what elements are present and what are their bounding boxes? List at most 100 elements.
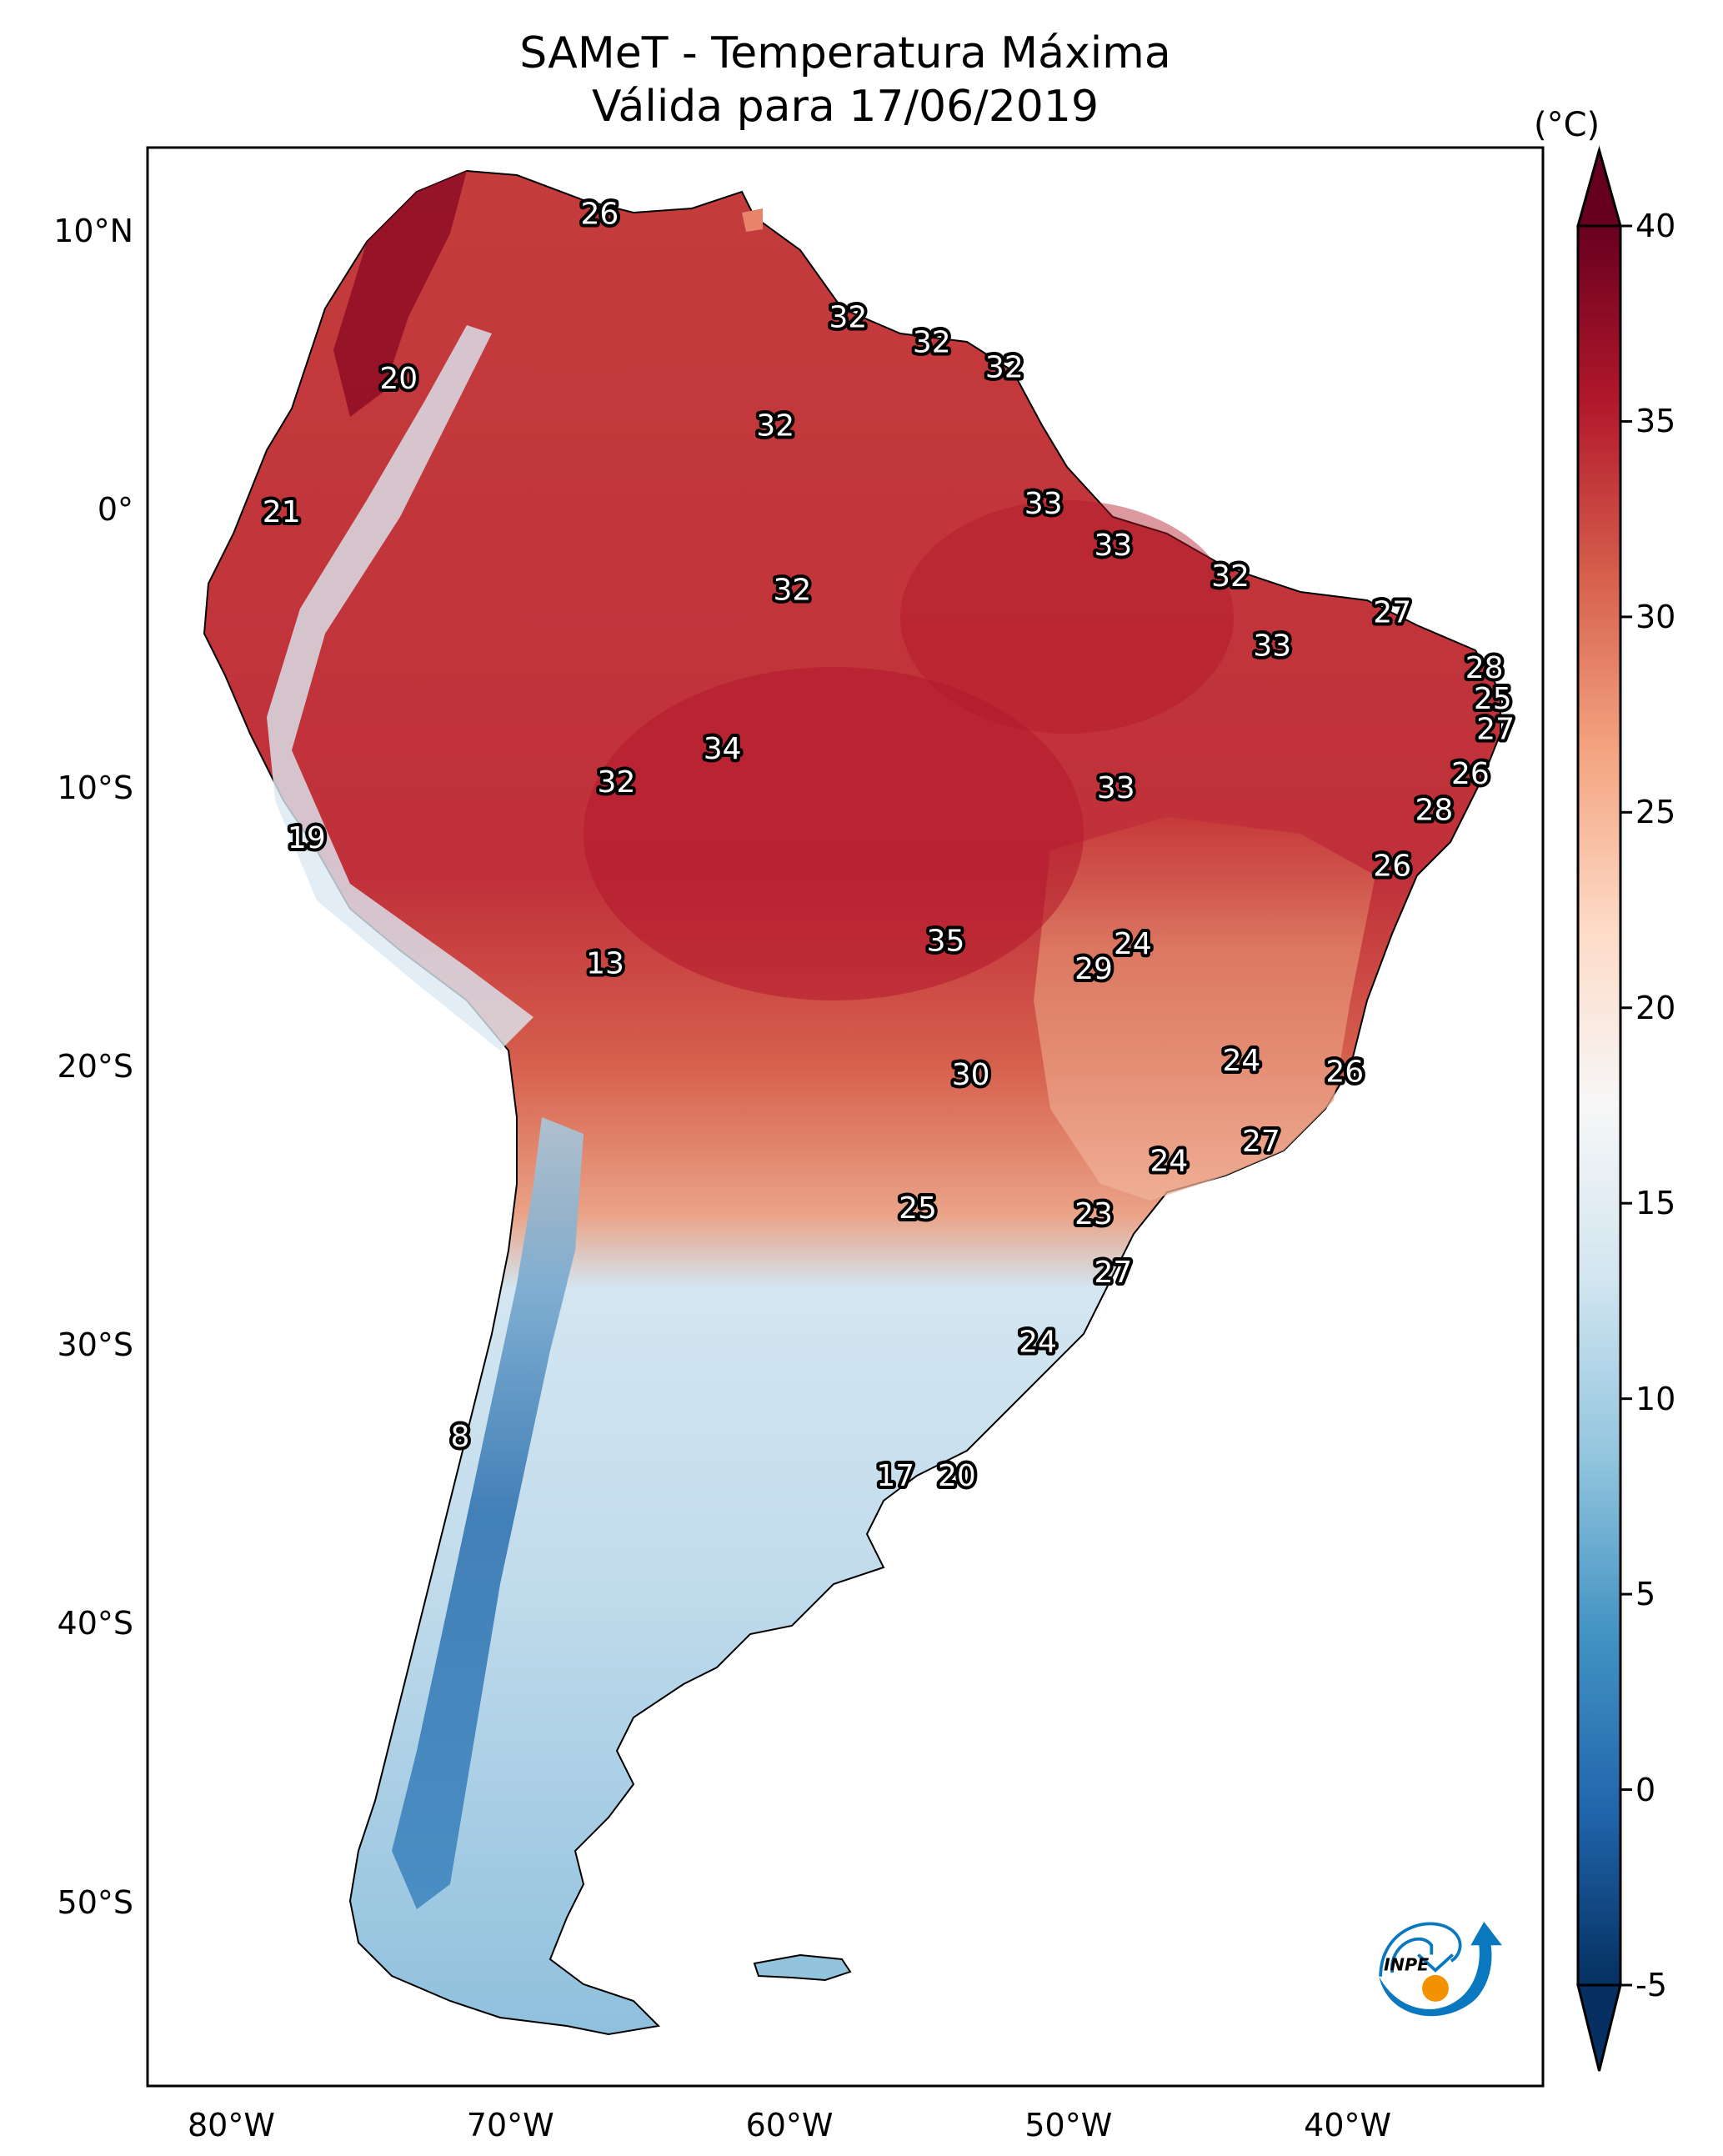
colorbar-tick-label: 15 xyxy=(1635,1185,1676,1222)
station-value-label: 8 xyxy=(451,1420,470,1454)
station-value-label: 21 xyxy=(263,495,301,529)
station-value-outline: 23 xyxy=(1074,1197,1113,1231)
station-value-label: 26 xyxy=(1373,849,1411,883)
station-value-label: 33 xyxy=(1253,629,1291,663)
lon-tick-label: 80°W xyxy=(187,2107,275,2143)
station-value-outline: 26 xyxy=(1325,1055,1364,1090)
station-value-label: 32 xyxy=(985,350,1024,384)
station-value-label: 26 xyxy=(580,198,619,232)
station-value-outline: 32 xyxy=(773,574,811,608)
station-value-outline: 24 xyxy=(1019,1326,1057,1360)
colorbar-tick-label: 20 xyxy=(1635,989,1676,1026)
lat-tick-label: 50°S xyxy=(57,1883,133,1921)
station-value-outline: 8 xyxy=(451,1420,470,1454)
temperature-field xyxy=(203,169,1501,2036)
station-value-outline: 26 xyxy=(1373,849,1411,883)
continent-landmass xyxy=(203,169,1501,2036)
colorbar-body xyxy=(1576,224,1622,1987)
station-value-label: 24 xyxy=(1223,1044,1261,1078)
station-value-outline: 17 xyxy=(876,1459,914,1493)
colorbar-tick-label: 35 xyxy=(1635,403,1676,440)
station-value-label: 13 xyxy=(586,946,624,980)
central-hot-core xyxy=(584,667,1084,1000)
station-value-label: 27 xyxy=(1242,1125,1280,1159)
station-value-label: 23 xyxy=(1074,1197,1113,1231)
station-value-label: 32 xyxy=(773,574,811,608)
colorbar-tick-label: 25 xyxy=(1635,794,1676,831)
station-value-label: 33 xyxy=(1024,487,1063,521)
station-value-outline: 26 xyxy=(1451,757,1490,791)
station-value-label: 28 xyxy=(1465,651,1504,685)
station-value-label: 32 xyxy=(913,325,951,359)
inpe-logo-text: INPE xyxy=(1384,1954,1429,1974)
station-value-outline: 20 xyxy=(379,362,418,396)
lat-tick-label: 10°N xyxy=(53,213,133,250)
station-value-label: 32 xyxy=(1211,559,1250,594)
station-value-label: 17 xyxy=(876,1459,914,1493)
station-value-outline: 26 xyxy=(580,198,619,232)
station-value-label: 32 xyxy=(598,765,636,800)
station-value-outline: 32 xyxy=(913,325,951,359)
station-value-outline: 34 xyxy=(704,732,742,766)
lat-tick-label: 40°S xyxy=(57,1605,133,1642)
station-value-outline: 20 xyxy=(938,1459,976,1493)
station-value-label: 29 xyxy=(1074,952,1113,986)
colorbar xyxy=(1576,145,1632,2072)
station-value-label: 27 xyxy=(1476,713,1515,747)
station-value-outline: 24 xyxy=(1150,1144,1188,1178)
station-value-outline: 32 xyxy=(829,300,867,334)
lat-tick-label: 30°S xyxy=(57,1326,133,1364)
trinidad-island xyxy=(742,208,763,232)
station-value-outline: 33 xyxy=(1253,629,1291,663)
station-value-label: 28 xyxy=(1415,794,1454,828)
station-value-label: 32 xyxy=(829,300,867,334)
colorbar-tick-label: 30 xyxy=(1635,598,1676,635)
station-value-label: 32 xyxy=(756,409,794,444)
station-value-outline: 33 xyxy=(1097,771,1135,805)
station-value-outline: 32 xyxy=(1211,559,1250,594)
lon-tick-label: 50°W xyxy=(1024,2107,1113,2143)
colorbar-tick-label: 10 xyxy=(1635,1380,1676,1417)
station-value-outline: 25 xyxy=(899,1191,937,1226)
station-value-label: 20 xyxy=(938,1459,976,1493)
colorbar-extend-max xyxy=(1576,145,1622,228)
station-value-label: 27 xyxy=(1094,1256,1133,1290)
station-value-outline: 13 xyxy=(586,946,624,980)
station-value-label: 35 xyxy=(927,925,965,959)
station-value-outline: 28 xyxy=(1415,794,1454,828)
colorbar-tick-label: -5 xyxy=(1635,1967,1667,2003)
map-border xyxy=(146,146,1545,2088)
station-value-label: 24 xyxy=(1019,1326,1057,1360)
station-value-outline: 27 xyxy=(1242,1125,1280,1159)
station-value-label: 19 xyxy=(288,821,326,855)
andes-cold-band xyxy=(392,1117,584,1909)
station-value-outline: 24 xyxy=(1114,927,1152,961)
amazon-hot-core xyxy=(900,500,1234,734)
station-value-label: 33 xyxy=(1094,529,1133,563)
station-value-outline: 27 xyxy=(1094,1256,1133,1290)
station-value-label: 34 xyxy=(704,732,742,766)
lon-tick-label: 60°W xyxy=(745,2107,834,2143)
andes-north-band xyxy=(267,325,533,1050)
station-value-outline: 21 xyxy=(263,495,301,529)
station-value-label: 25 xyxy=(1474,682,1512,716)
lon-tick-label: 40°W xyxy=(1304,2107,1392,2143)
station-value-outline: 29 xyxy=(1074,952,1113,986)
station-value-outline: 24 xyxy=(1223,1044,1261,1078)
station-value-label: 24 xyxy=(1150,1144,1188,1178)
colorbar-tick-label: 0 xyxy=(1635,1771,1656,1808)
station-value-label: 26 xyxy=(1325,1055,1364,1090)
falkland-islands xyxy=(753,1953,852,1982)
chart-title: SAMeT - Temperatura Máxima xyxy=(519,28,1171,78)
caribbean-hot-region xyxy=(333,171,467,417)
station-value-label: 30 xyxy=(952,1058,990,1092)
station-value-outline: 33 xyxy=(1024,487,1063,521)
lon-tick-label: 70°W xyxy=(466,2107,554,2143)
station-value-label: 27 xyxy=(1373,595,1411,629)
station-value-label: 20 xyxy=(379,362,418,396)
station-value-outline: 25 xyxy=(1474,682,1512,716)
lat-tick-label: 0° xyxy=(97,491,133,529)
station-value-outline: 28 xyxy=(1465,651,1504,685)
lat-tick-label: 10°S xyxy=(57,770,133,807)
